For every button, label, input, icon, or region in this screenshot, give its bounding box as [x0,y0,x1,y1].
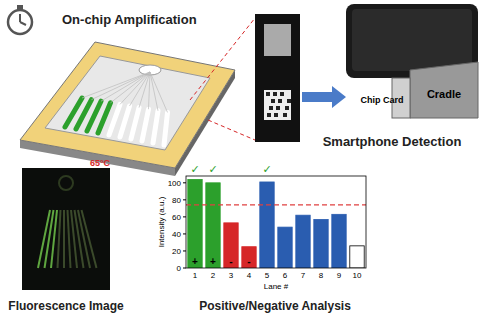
fluor-channel [51,210,57,268]
y-tick-label: 100 [168,179,182,188]
qr-dot [266,92,270,96]
fluor-inlet [59,176,73,190]
y-tick [183,233,186,234]
threshold-line [186,204,366,205]
bar [224,223,238,268]
chip-photo-chip [264,24,291,56]
check: ✓ [190,163,199,176]
qr-dot [269,106,273,110]
y-tick [183,216,186,217]
channel-feed [130,72,151,106]
temperature: 65°C [90,158,111,168]
arrow [302,86,346,108]
channel [98,103,111,133]
bar [260,182,274,268]
timer [8,10,32,34]
x-tick-label: 3 [229,271,234,280]
plot-area [186,179,366,268]
channel-feed [111,72,151,103]
channel-feed [149,72,151,109]
x-tick-label: 1 [193,271,198,280]
sign: - [247,256,250,267]
bar [350,246,364,268]
x-tick-label: 2 [211,271,216,280]
chip-board [20,42,235,168]
sign: - [229,256,232,267]
y-tick-label: 0 [177,264,182,273]
qr-dot [283,113,287,117]
y-tick-label: 60 [172,213,181,222]
qr-dot [285,106,289,110]
zoom-line [208,120,255,140]
caption: Fluorescence Image [8,299,124,313]
y-tick [183,199,186,200]
bar [314,219,328,268]
qr-dot [278,99,282,103]
check: ✓ [208,163,217,176]
fluor-channel [82,210,97,268]
y-tick [183,250,186,251]
channel [120,106,130,137]
fluor-channel [68,210,71,268]
x-tick-label: 6 [283,271,288,280]
channel [131,108,139,139]
channel-feed [120,72,150,104]
qr-dot [271,99,275,103]
channel-feed [82,72,150,98]
phone-screen [352,9,472,71]
qr-code [264,90,291,120]
qr-dot [280,92,284,96]
channel [142,109,149,141]
qr-dot [274,113,278,117]
chip-card-label: Chip Card [360,95,403,105]
x-tick-label: 4 [247,271,252,280]
subtitle: Smartphone Detection [323,134,462,149]
sign: + [192,256,198,267]
channel [153,111,158,143]
cradle [410,62,478,118]
chip-card [45,56,210,150]
bar [332,214,346,268]
bar [278,227,292,268]
x-tick-label: 10 [353,271,362,280]
x-tick-label: 7 [301,271,306,280]
qr-dot [273,92,277,96]
y-tick-label: 40 [172,230,181,239]
zoom-line [190,18,255,100]
fluorescence-image [22,168,110,290]
channel [164,112,168,145]
sign: + [210,256,216,267]
chip-photo [255,14,300,142]
x-axis-label: Lane # [264,282,289,291]
channel-feed [150,72,158,111]
y-axis-label: Intensity (a.u.) [157,196,166,247]
timer-hands [20,14,26,25]
y-tick [183,182,186,183]
title: On-chip Amplification [62,12,197,27]
bar [242,247,256,268]
y-tick [183,268,186,269]
plot-frame [186,176,366,268]
check: ✓ [262,163,271,176]
x-tick-label: 5 [265,271,270,280]
fluor-channel [63,210,65,268]
cradle-label: Cradle [427,88,461,100]
x-tick-label: 8 [319,271,324,280]
caption: Positive/Negative Analysis [199,299,351,313]
channel-feed [150,72,168,112]
fluor-channel [58,210,61,268]
y-tick-label: 20 [172,247,181,256]
qr-dot [267,113,271,117]
channel-feed [92,72,151,100]
y-tick-label: 80 [172,196,181,205]
qr-dot [287,99,291,103]
channel-feed [139,72,150,108]
channel [109,104,120,135]
bar [296,215,310,268]
qr-dot [276,106,280,110]
bar [188,179,202,268]
timer-button [17,5,23,9]
x-tick-label: 9 [337,271,342,280]
bar [206,183,220,268]
